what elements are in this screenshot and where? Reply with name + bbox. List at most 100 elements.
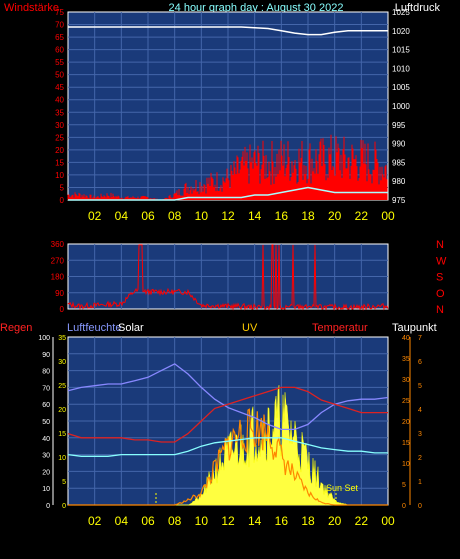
temperature-line bbox=[67, 386, 388, 443]
label-temperatur: Temperatur bbox=[312, 322, 368, 334]
direction-axis-tick-label: 270 bbox=[51, 256, 65, 265]
direction-compass-label: N bbox=[436, 304, 444, 316]
wind-axis-tick-label: 60 bbox=[55, 46, 64, 55]
wind-panel-time-tick: 08 bbox=[168, 209, 182, 223]
luftfeuchte-axis-tick-label: 35 bbox=[58, 335, 66, 342]
label-sun-set: Sun Set bbox=[326, 483, 359, 493]
label-taupunkt: Taupunkt bbox=[392, 322, 437, 334]
pressure-axis-tick-label: 1020 bbox=[392, 27, 410, 36]
temperatur-axis-tick-label: 40 bbox=[402, 335, 410, 342]
luftfeuchte-axis-tick-label: 20 bbox=[58, 407, 66, 414]
regen-axis-tick-label: 30 bbox=[42, 453, 50, 460]
wind-panel-time-tick: 14 bbox=[248, 209, 262, 223]
wind-axis-tick-label: 30 bbox=[55, 121, 64, 130]
pressure-axis-tick-label: 1005 bbox=[392, 83, 410, 92]
wind-panel-time-tick: 20 bbox=[328, 209, 342, 223]
climate-panel-time-tick: 02 bbox=[88, 514, 102, 528]
wind-axis-tick-label: 65 bbox=[55, 33, 64, 42]
wind-axis-tick-label: 10 bbox=[55, 171, 64, 180]
regen-axis-tick-label: 60 bbox=[42, 402, 50, 409]
regen-axis-tick-label: 70 bbox=[42, 385, 50, 392]
gust-line bbox=[68, 186, 388, 201]
label-regen: Regen bbox=[0, 322, 32, 334]
pressure-axis-tick-label: 1015 bbox=[392, 46, 410, 55]
direction-axis-tick-label: 360 bbox=[51, 240, 65, 249]
pressure-axis-tick-label: 995 bbox=[392, 121, 406, 130]
taupunkt-axis-tick-label: 5 bbox=[418, 383, 422, 390]
pressure-axis-tick-label: 980 bbox=[392, 177, 406, 186]
regen-axis-tick-label: 10 bbox=[42, 486, 50, 493]
climate-panel: 0102030405060708090100051015202530350510… bbox=[38, 335, 422, 528]
taupunkt-axis-tick-label: 6 bbox=[418, 359, 422, 366]
regen-axis-tick-label: 100 bbox=[38, 335, 50, 342]
wind-axis-tick-label: 55 bbox=[55, 58, 64, 67]
climate-panel-time-tick: 14 bbox=[248, 514, 262, 528]
taupunkt-axis-tick-label: 7 bbox=[418, 335, 422, 342]
temperatur-axis-tick-label: 30 bbox=[402, 377, 410, 384]
wind-panel-time-tick: 16 bbox=[275, 209, 289, 223]
wind-panel-time-tick: 12 bbox=[221, 209, 235, 223]
regen-axis-tick-label: 50 bbox=[42, 419, 50, 426]
label-uv: UV bbox=[242, 322, 258, 334]
wind-panel-time-tick: 00 bbox=[381, 209, 395, 223]
pressure-axis-tick-label: 990 bbox=[392, 140, 406, 149]
wind-direction-line bbox=[67, 244, 389, 311]
luftfeuchte-axis-tick-label: 10 bbox=[58, 455, 66, 462]
wind-axis-tick-label: 45 bbox=[55, 83, 64, 92]
direction-compass-label: W bbox=[436, 255, 447, 267]
pressure-axis-tick-label: 985 bbox=[392, 158, 406, 167]
wind-axis-tick-label: 50 bbox=[55, 71, 64, 80]
climate-panel-time-tick: 00 bbox=[381, 514, 395, 528]
regen-axis-tick-label: 20 bbox=[42, 469, 50, 476]
temperatur-axis-tick-label: 5 bbox=[402, 482, 406, 489]
climate-panel-time-tick: 10 bbox=[195, 514, 209, 528]
temperatur-axis-tick-label: 25 bbox=[402, 398, 410, 405]
pressure-line bbox=[68, 26, 388, 36]
wind-axis-tick-label: 75 bbox=[55, 8, 64, 17]
regen-axis-tick-label: 80 bbox=[42, 369, 50, 376]
regen-axis-tick-label: 40 bbox=[42, 436, 50, 443]
wind-axis-tick-label: 5 bbox=[60, 183, 65, 192]
pressure-axis-tick-label: 1025 bbox=[392, 8, 410, 17]
taupunkt-axis-tick-label: 2 bbox=[418, 455, 422, 462]
wind-axis-tick-label: 20 bbox=[55, 146, 64, 155]
taupunkt-axis-tick-label: 1 bbox=[418, 479, 422, 486]
climate-panel-time-tick: 18 bbox=[301, 514, 315, 528]
taupunkt-axis-tick-label: 4 bbox=[418, 407, 422, 414]
temperatur-axis-tick-label: 0 bbox=[402, 503, 406, 510]
temperatur-axis-tick-label: 20 bbox=[402, 419, 410, 426]
pressure-axis-tick-label: 975 bbox=[392, 196, 406, 205]
direction-compass-label: S bbox=[436, 272, 443, 284]
taupunkt-axis-tick-label: 3 bbox=[418, 431, 422, 438]
luftfeuchte-axis-tick-label: 15 bbox=[58, 431, 66, 438]
climate-panel-time-tick: 06 bbox=[141, 514, 155, 528]
pressure-axis-tick-label: 1010 bbox=[392, 64, 410, 73]
direction-axis-tick-label: 90 bbox=[55, 289, 64, 298]
temperatur-axis-tick-label: 35 bbox=[402, 356, 410, 363]
wind-axis-tick-label: 35 bbox=[55, 108, 64, 117]
dewpoint-line bbox=[67, 437, 388, 457]
header-left-title: Windstärke bbox=[4, 2, 59, 14]
luftfeuchte-axis-tick-label: 0 bbox=[62, 503, 66, 510]
direction-axis-tick-label: 180 bbox=[51, 273, 65, 282]
wind-panel-time-tick: 10 bbox=[195, 209, 209, 223]
climate-panel-time-tick: 12 bbox=[221, 514, 235, 528]
direction-compass-label: N bbox=[436, 239, 444, 251]
regen-axis-tick-label: 0 bbox=[46, 503, 50, 510]
direction-axis-tick-label: 0 bbox=[60, 305, 65, 314]
taupunkt-axis-tick-label: 0 bbox=[418, 503, 422, 510]
label-luftfeuchte: Luftfeuchte bbox=[67, 322, 121, 334]
climate-panel-time-tick: 04 bbox=[115, 514, 129, 528]
wind-axis-tick-label: 0 bbox=[60, 196, 65, 205]
uv-line bbox=[68, 408, 388, 506]
wind-panel-time-tick: 04 bbox=[115, 209, 129, 223]
climate-panel-time-tick: 16 bbox=[275, 514, 289, 528]
header-center-title: 24 hour graph day : August 30 2022 bbox=[169, 2, 344, 14]
wind-panel-time-tick: 02 bbox=[88, 209, 102, 223]
wind-axis-tick-label: 25 bbox=[55, 133, 64, 142]
luftfeuchte-axis-tick-label: 30 bbox=[58, 359, 66, 366]
wind-panel-time-tick: 22 bbox=[355, 209, 369, 223]
